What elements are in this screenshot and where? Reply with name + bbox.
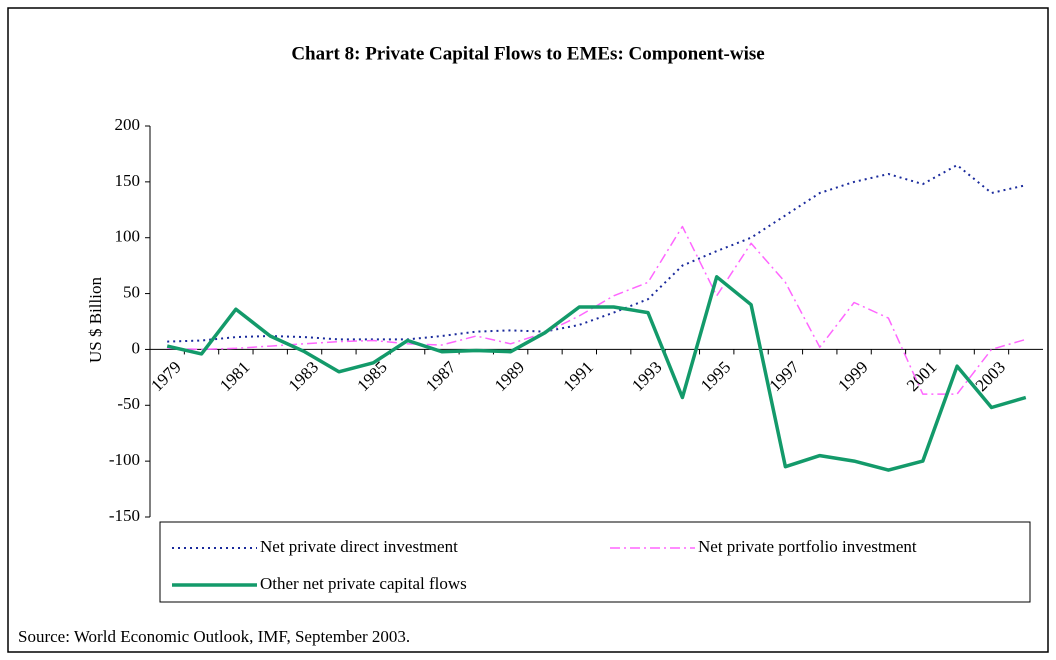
y-tick-label: -50 bbox=[117, 394, 140, 413]
y-tick-label: 50 bbox=[123, 282, 140, 301]
chart-title: Chart 8: Private Capital Flows to EMEs: … bbox=[291, 43, 764, 64]
source-note: Source: World Economic Outlook, IMF, Sep… bbox=[18, 627, 410, 646]
y-axis-title: US $ Billion bbox=[86, 277, 105, 363]
y-tick-label: -150 bbox=[109, 506, 140, 525]
y-tick-label: 200 bbox=[115, 115, 141, 134]
y-tick-label: -100 bbox=[109, 450, 140, 469]
legend-label: Net private direct investment bbox=[260, 537, 458, 556]
y-tick-label: 0 bbox=[132, 338, 141, 357]
y-tick-label: 100 bbox=[115, 227, 141, 246]
y-tick-label: 150 bbox=[115, 171, 141, 190]
legend-label: Other net private capital flows bbox=[260, 574, 467, 593]
legend bbox=[159, 521, 1031, 603]
series-line bbox=[166, 275, 1027, 472]
legend-label: Net private portfolio investment bbox=[698, 537, 917, 556]
series-line bbox=[167, 164, 1027, 343]
